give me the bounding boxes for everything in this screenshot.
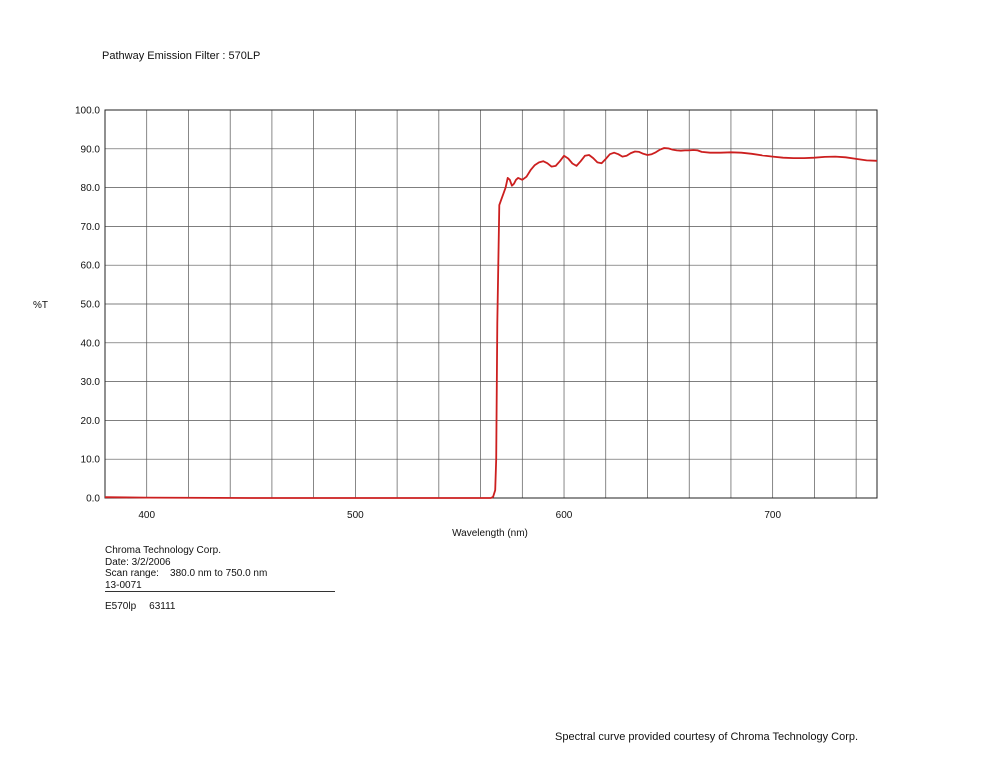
y-tick-labels: 0.0 10.0 20.0 30.0 40.0 50.0 60.0 70.0 80.0 90.0 1… [75, 106, 100, 505]
x-axis-label: Wavelength (nm) [452, 528, 528, 539]
part-info: E570lp 63111 [105, 601, 175, 612]
info-divider [105, 591, 335, 592]
x-tick-label: 700 [764, 510, 781, 521]
y-tick-label: 0.0 [86, 494, 100, 505]
x-tick-label: 500 [347, 510, 364, 521]
y-tick-label: 80.0 [81, 183, 101, 194]
y-tick-label: 50.0 [81, 300, 101, 311]
series-layer [104, 147, 878, 499]
footer-credit: Spectral curve provided courtesy of Chro… [555, 731, 859, 743]
transmission-curve [104, 147, 878, 499]
page-title: Pathway Emission Filter : 570LP [102, 50, 261, 62]
y-tick-label: 10.0 [81, 455, 101, 466]
y-tick-label: 30.0 [81, 377, 101, 388]
y-tick-label: 90.0 [81, 144, 101, 155]
scan-code: 13-0071 [105, 579, 142, 591]
x-tick-label: 600 [556, 510, 573, 521]
scan-info: Chroma Technology Corp. Date: 3/2/2006 S… [105, 545, 335, 591]
part-number: 63111 [149, 601, 176, 612]
scan-range: Scan range: 380.0 nm to 750.0 nm [105, 568, 268, 579]
y-axis-label: %T [33, 300, 48, 311]
company-name: Chroma Technology Corp. [105, 545, 221, 556]
x-tick-labels: 400 500 600 700 [138, 510, 781, 521]
horizontal-gridlines [105, 148, 877, 460]
y-tick-label: 40.0 [81, 338, 101, 349]
y-tick-label: 100.0 [75, 106, 100, 117]
y-tick-label: 20.0 [81, 416, 101, 427]
y-tick-label: 60.0 [81, 261, 101, 272]
scan-date: Date: 3/2/2006 [105, 556, 171, 568]
part-name: E570lp [105, 601, 137, 612]
y-tick-label: 70.0 [81, 222, 101, 233]
x-tick-label: 400 [138, 510, 155, 521]
